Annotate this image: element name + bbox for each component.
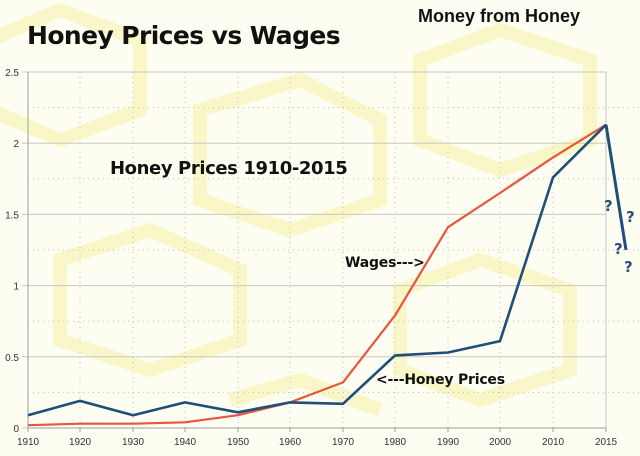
y-tick-label: 1 xyxy=(13,282,19,293)
x-tick-label: 2000 xyxy=(489,437,511,448)
x-tick-label: 1910 xyxy=(17,437,39,448)
y-tick-label: 1.5 xyxy=(5,210,19,221)
x-tick-label: 1920 xyxy=(69,437,91,448)
x-tick-label: 1980 xyxy=(384,437,406,448)
y-axis-tick-labels: 0 0.5 1 1.5 2 2.5 xyxy=(5,68,19,435)
data-series xyxy=(27,123,628,427)
x-tick-label: 2015 xyxy=(595,437,617,448)
x-tick-label: 1970 xyxy=(332,437,354,448)
y-tick-label: 2 xyxy=(13,139,19,150)
projection-line xyxy=(604,124,628,251)
question-mark: ? xyxy=(624,258,633,276)
chart-title: Honey Prices vs Wages xyxy=(27,21,341,50)
x-tick-label: 1990 xyxy=(437,437,459,448)
minor-gridlines xyxy=(27,72,640,428)
y-tick-label: 2.5 xyxy=(5,68,19,79)
x-tick-label: 1940 xyxy=(174,437,196,448)
question-mark: ? xyxy=(614,240,623,258)
y-tick-label: 0.5 xyxy=(5,353,19,364)
x-tick-label: 1930 xyxy=(122,437,144,448)
x-tick-label: 2010 xyxy=(542,437,564,448)
x-tick-label: 1960 xyxy=(279,437,301,448)
honey-prices-annotation: <---Honey Prices xyxy=(376,372,505,388)
question-mark: ? xyxy=(604,197,613,215)
chart-axes xyxy=(27,72,607,432)
x-axis-tick-labels: 1910 1920 1930 1940 1950 1960 1970 1980 1990 2000… xyxy=(17,437,617,448)
question-mark: ? xyxy=(626,208,635,226)
wages-line xyxy=(27,123,607,427)
y-tick-label: 0 xyxy=(13,424,19,435)
honey-prices-line xyxy=(27,123,607,417)
x-tick-label: 1950 xyxy=(227,437,249,448)
chart-subtitle: Honey Prices 1910-2015 xyxy=(110,158,348,179)
wages-annotation: Wages---> xyxy=(345,255,425,271)
brand-title: Money from Honey xyxy=(418,6,581,26)
